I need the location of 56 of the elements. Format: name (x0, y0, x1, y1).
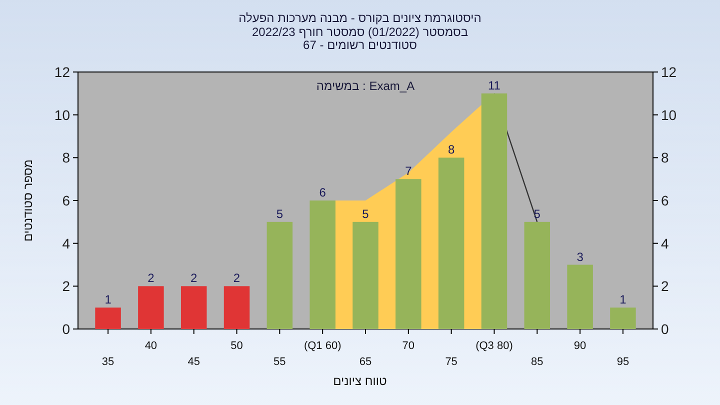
y2-tick-label: 8 (661, 150, 669, 166)
y2-tick-label: 0 (661, 321, 669, 337)
x-tick-label: (Q3 80) (476, 340, 513, 352)
y-tick-label: 12 (54, 64, 70, 80)
data-label: 5 (276, 206, 284, 221)
y-tick-label: 10 (54, 106, 70, 123)
bar (95, 308, 121, 329)
y-tick-label: 0 (62, 321, 70, 337)
y2-tick-label: 2 (661, 278, 669, 294)
x-tick-label: 75 (445, 356, 458, 368)
bar (266, 222, 293, 329)
y2-tick-label: 6 (661, 192, 669, 208)
bar (481, 93, 508, 329)
data-label: 6 (319, 186, 326, 200)
y-tick-label: 6 (62, 192, 70, 208)
data-label: 2 (233, 271, 240, 286)
x-tick-label: 70 (402, 340, 415, 352)
bar (352, 222, 378, 329)
bar (138, 286, 164, 329)
y-tick-label: 4 (62, 235, 70, 252)
y2-tick-label: 4 (661, 235, 669, 252)
data-label: 11 (488, 78, 501, 92)
x-tick-label: 65 (359, 356, 372, 368)
y-axis-title: מספר סטודנטים (21, 159, 35, 242)
bar (610, 308, 636, 329)
x-tick-label: 85 (531, 356, 544, 368)
y-tick-label: 2 (62, 278, 70, 294)
bar (180, 286, 207, 329)
bar (524, 222, 550, 329)
x-tick-label: 90 (574, 340, 586, 352)
data-label: 5 (362, 206, 370, 221)
y-tick-label: 8 (62, 150, 70, 166)
x-tick-label: 50 (230, 340, 243, 352)
data-label: 3 (576, 250, 584, 264)
x-tick-label: 35 (102, 356, 114, 368)
chart-subtitle: בסמסטר (01/2022) סמסטר חורף 2022/23 סטודנטים רשומים - 67 (252, 25, 468, 52)
chart-title: היסטוגרמת ציונים בקורס - מבנה מערכות הפעלה (238, 11, 482, 25)
x-tick-label: 55 (274, 356, 286, 368)
x-tick-label: (Q1 60) (304, 340, 342, 352)
x-tick-label: 95 (616, 356, 630, 368)
x-tick-label: 40 (144, 340, 158, 352)
bar (224, 286, 250, 329)
data-label: 1 (104, 292, 112, 307)
y2-tick-label: 12 (661, 64, 677, 80)
x-axis-title: טווח ציונים (333, 374, 388, 388)
bar (567, 264, 593, 329)
x-tick-label: 45 (188, 356, 200, 368)
data-label: 2 (148, 271, 155, 286)
annotation: במשימה : Exam_A (316, 79, 415, 93)
data-label: 2 (190, 271, 198, 286)
bar (396, 179, 422, 329)
data-label: 8 (448, 142, 455, 157)
data-label: 1 (620, 292, 627, 307)
y2-tick-label: 10 (661, 106, 677, 123)
bar (438, 158, 464, 329)
bar (310, 200, 336, 329)
